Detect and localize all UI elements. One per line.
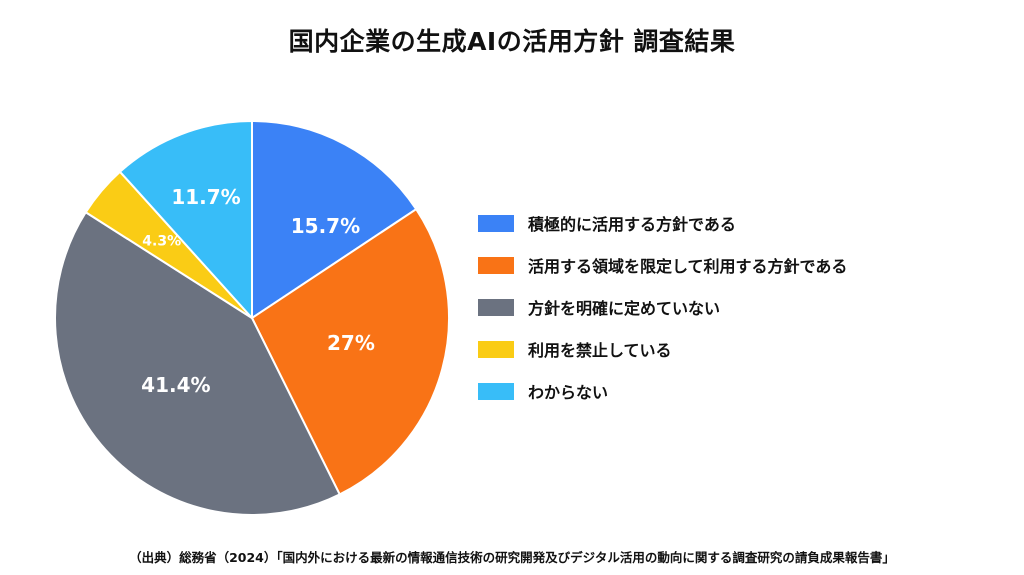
legend: 積極的に活用する方針である 活用する領域を限定して利用する方針である 方針を明確… [478, 202, 998, 412]
legend-label: 利用を禁止している [528, 341, 672, 360]
legend-swatch [478, 340, 514, 358]
source-note: （出典）総務省（2024）「国内外における最新の情報通信技術の研究開発及びデジタ… [129, 550, 895, 565]
legend-label: 活用する領域を限定して利用する方針である [528, 257, 848, 276]
pie-labels: 15.7% 27% 41.4% 4.3% 11.7% [141, 185, 375, 397]
chart-title: 国内企業の生成AIの活用方針 調査結果 [288, 27, 736, 56]
slice-value-label: 15.7% [291, 214, 360, 238]
pie-slice [251, 119, 418, 320]
legend-item: 方針を明確に定めていない [478, 286, 998, 328]
slice-value-label: 4.3% [142, 234, 181, 250]
legend-item: 活用する領域を限定して利用する方針である [478, 244, 998, 286]
slice-value-label: 11.7% [171, 185, 240, 209]
legend-swatch [478, 382, 514, 400]
legend-swatch [478, 298, 514, 316]
legend-label: 積極的に活用する方針である [528, 215, 736, 234]
slice-value-label: 41.4% [141, 373, 210, 397]
legend-label: わからない [528, 383, 609, 402]
legend-label: 方針を明確に定めていない [528, 299, 721, 318]
slice-value-label: 27% [327, 331, 375, 355]
legend-swatch [478, 214, 514, 232]
pie-slice [250, 207, 450, 496]
legend-item: 利用を禁止している [478, 328, 998, 370]
legend-swatch [478, 256, 514, 274]
pie-slice [118, 119, 253, 321]
legend-item: わからない [478, 370, 998, 412]
pie-slice [54, 210, 342, 516]
legend-item: 積極的に活用する方針である [478, 202, 998, 244]
pie-slices [54, 119, 450, 516]
